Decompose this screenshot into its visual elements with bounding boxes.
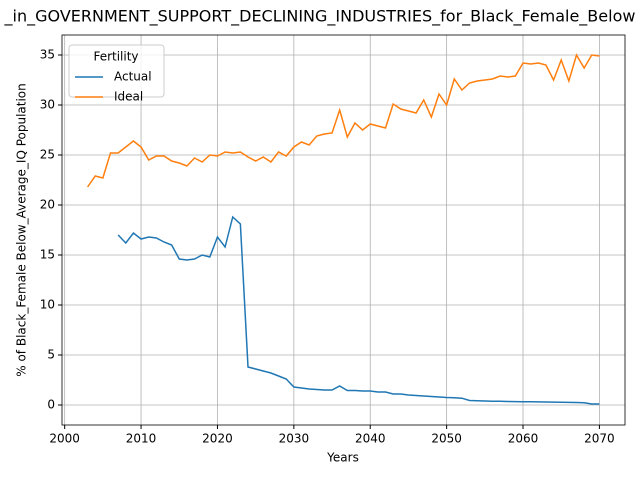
chart-title: _in_GOVERNMENT_SUPPORT_DECLINING_INDUSTR… [4, 7, 636, 27]
series-line [117, 215, 600, 405]
x-tick-label: 2070 [584, 432, 615, 446]
x-tick-label: 2000 [49, 432, 80, 446]
x-tick-label: 2020 [202, 432, 233, 446]
y-tick-label: 15 [40, 248, 55, 262]
y-tick-label: 10 [40, 298, 55, 312]
y-tick-label: 0 [47, 398, 55, 412]
x-tick-label: 2040 [355, 432, 386, 446]
plot-frame [61, 34, 626, 426]
legend-title: Fertility [93, 50, 138, 64]
x-tick-label: 2010 [126, 432, 157, 446]
y-tick-label: 30 [40, 98, 55, 112]
y-tick-label: 20 [40, 198, 55, 212]
x-tick-label: 2060 [508, 432, 539, 446]
legend-label: Ideal [114, 90, 143, 104]
series-line [86, 53, 600, 188]
y-tick-label: 35 [40, 48, 55, 62]
x-tick-label: 2030 [279, 432, 310, 446]
x-axis-label: Years [326, 451, 359, 465]
y-axis-label: % of Black_Female Below_Average_IQ Popul… [15, 83, 29, 377]
y-tick-label: 5 [47, 348, 55, 362]
legend-label: Actual [114, 70, 152, 84]
legend-box [68, 44, 165, 98]
x-tick-label: 2050 [431, 432, 462, 446]
y-tick-label: 25 [40, 148, 55, 162]
